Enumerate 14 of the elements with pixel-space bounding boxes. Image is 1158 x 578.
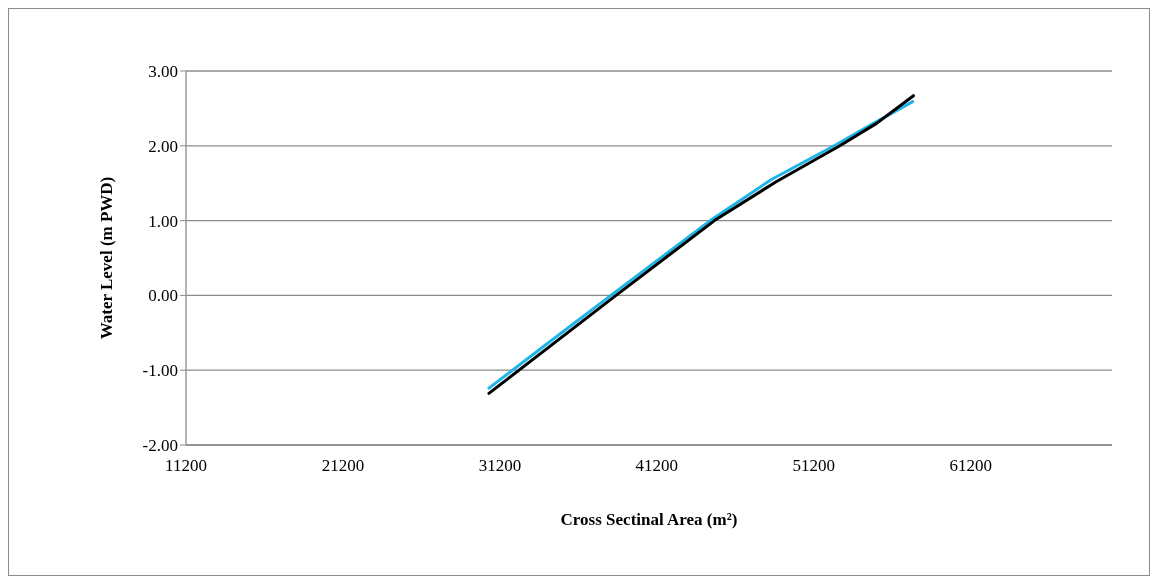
x-tick-label: 11200 bbox=[165, 456, 207, 476]
y-tick-label: 0.00 bbox=[148, 286, 178, 306]
y-tick-label: 2.00 bbox=[148, 136, 178, 156]
x-tick-label: 21200 bbox=[321, 456, 365, 476]
x-tick-label: 41200 bbox=[635, 456, 679, 476]
x-axis-title: Cross Sectinal Area (m²) bbox=[560, 510, 738, 529]
y-tick-label: 1.00 bbox=[148, 211, 178, 231]
x-tick-label: 51200 bbox=[792, 456, 836, 476]
y-tick-label: -1.00 bbox=[142, 361, 178, 381]
x-tick-label: 61200 bbox=[949, 456, 992, 476]
x-tick-label: 31200 bbox=[478, 456, 522, 476]
y-tick-label: 3.00 bbox=[148, 62, 178, 82]
y-tick-label: -2.00 bbox=[142, 436, 178, 456]
y-axis-title: Water Level (m PWD) bbox=[97, 176, 117, 340]
